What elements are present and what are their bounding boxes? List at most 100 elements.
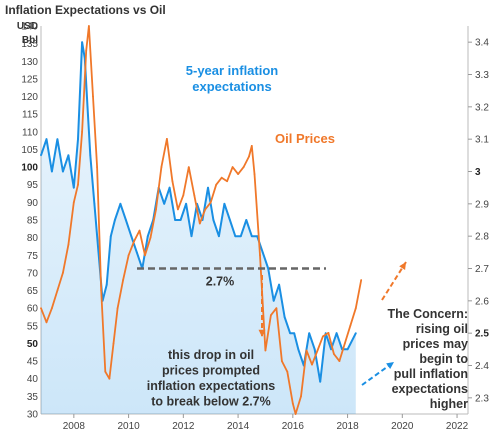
inflation-point xyxy=(207,186,209,189)
oil-point xyxy=(286,370,289,373)
oil-point xyxy=(250,145,253,147)
inflation-point xyxy=(256,235,259,238)
concern-note-line: begin to xyxy=(419,352,468,366)
right-tick-label: 2.6 xyxy=(475,296,489,307)
right-axis-ticks: 3.4 3.3 3.2 3.1 3 2.9 2.8 2.7 2.6 2.5 2.4 2.3 xyxy=(468,38,489,404)
oil-point xyxy=(300,395,302,398)
inflation-point xyxy=(97,251,100,254)
inflation-point xyxy=(105,283,108,286)
left-tick-label: 85 xyxy=(27,216,39,227)
oil-point xyxy=(182,194,185,197)
oil-point xyxy=(88,25,90,27)
oil-point xyxy=(333,353,335,355)
oil-point xyxy=(343,342,346,345)
x-tick-label: 2016 xyxy=(282,421,305,432)
right-tick-label: 2.8 xyxy=(475,232,489,243)
left-tick-label: 100 xyxy=(21,163,38,174)
left-tick-label: 55 xyxy=(27,321,39,332)
right-tick-label: 2.9 xyxy=(475,199,489,210)
concern-note-line: prices may xyxy=(403,337,468,351)
inflation-point xyxy=(185,202,188,205)
oil-point xyxy=(100,289,103,292)
inflation-point xyxy=(229,219,231,221)
concern-inflation-arrow xyxy=(361,361,395,386)
right-tick-label: 3.1 xyxy=(475,135,489,146)
oil-point xyxy=(96,166,98,169)
inflation-point xyxy=(45,138,48,141)
left-tick-label: 95 xyxy=(27,180,39,191)
inflation-point xyxy=(335,332,338,335)
left-tick-label: 60 xyxy=(27,304,39,315)
oil-point xyxy=(291,402,294,405)
oil-series-label: Oil Prices xyxy=(275,131,335,146)
inflation-point xyxy=(297,348,300,351)
x-axis-ticks: 2008 2010 2012 2014 2016 2018 2020 2022 xyxy=(63,414,469,432)
left-tick-label: 115 xyxy=(22,110,38,121)
x-tick-label: 2018 xyxy=(336,421,359,432)
inflation-point xyxy=(51,170,53,173)
oil-point xyxy=(264,349,267,352)
oil-prices-line xyxy=(40,25,363,415)
inflation-point xyxy=(109,235,112,238)
left-tick-label: 125 xyxy=(21,74,38,85)
inflation-point xyxy=(289,332,291,335)
inflation-point xyxy=(346,348,349,351)
oil-point xyxy=(253,173,256,176)
right-tick-label: 3.4 xyxy=(475,38,489,49)
inflation-point xyxy=(163,202,166,205)
inflation-point xyxy=(239,235,242,238)
inflation-point xyxy=(245,219,248,221)
oil-point xyxy=(56,289,59,292)
right-tick-label: 2.5 xyxy=(475,329,489,340)
left-tick-label: 35 xyxy=(27,392,39,403)
left-tick-label: 120 xyxy=(21,92,38,103)
oil-point xyxy=(281,360,283,362)
left-axis-unit-usd: USD xyxy=(17,21,38,32)
concern-inflation-arrow-head xyxy=(386,362,394,370)
inflation-point xyxy=(319,380,322,383)
oil-point xyxy=(72,201,75,204)
inflation-point xyxy=(56,138,59,141)
inflation-point xyxy=(86,105,89,108)
inflation-point xyxy=(308,332,311,335)
oil-point xyxy=(215,183,218,186)
oil-point xyxy=(112,342,115,345)
inflation-point xyxy=(261,251,264,254)
oil-point xyxy=(311,363,313,366)
inflation-expectations-line xyxy=(40,41,357,383)
oil-point xyxy=(209,201,212,204)
inflation-point xyxy=(67,154,70,157)
left-tick-label: 30 xyxy=(27,410,39,421)
inflation-point xyxy=(119,202,122,205)
oil-point xyxy=(270,314,272,317)
oil-point xyxy=(67,243,70,246)
concern-note-line: expectations xyxy=(392,382,468,396)
inflation-point xyxy=(146,235,149,238)
oil-point xyxy=(51,307,53,310)
left-tick-label: 50 xyxy=(27,339,39,350)
inflation-point xyxy=(278,283,280,286)
concern-note-line: pull inflation xyxy=(394,367,468,381)
drop-note-line: to break below 2.7% xyxy=(151,395,270,409)
inflation-point xyxy=(250,235,253,238)
oil-point xyxy=(248,155,250,158)
oil-point xyxy=(62,272,64,274)
inflation-point xyxy=(293,332,296,335)
left-tick-label: 140 xyxy=(21,22,38,33)
inflation-point xyxy=(218,235,220,238)
inflation-point xyxy=(125,219,127,221)
concern-oil-arrow-head xyxy=(399,262,406,270)
oil-point xyxy=(231,166,234,169)
left-axis-ticks: 140 135 130 125 120 115 110 105 100 95 90 85 80 75 70 6… xyxy=(21,22,38,421)
oil-point xyxy=(259,254,261,257)
series-lines xyxy=(40,25,363,415)
oil-point xyxy=(327,332,330,334)
drop-note-line: this drop in oil xyxy=(168,348,254,362)
oil-point xyxy=(40,307,42,310)
inflation-point xyxy=(130,235,133,238)
left-tick-label: 65 xyxy=(27,286,39,297)
left-tick-label: 80 xyxy=(27,233,39,244)
oil-point xyxy=(177,208,179,211)
oil-point xyxy=(160,166,163,169)
